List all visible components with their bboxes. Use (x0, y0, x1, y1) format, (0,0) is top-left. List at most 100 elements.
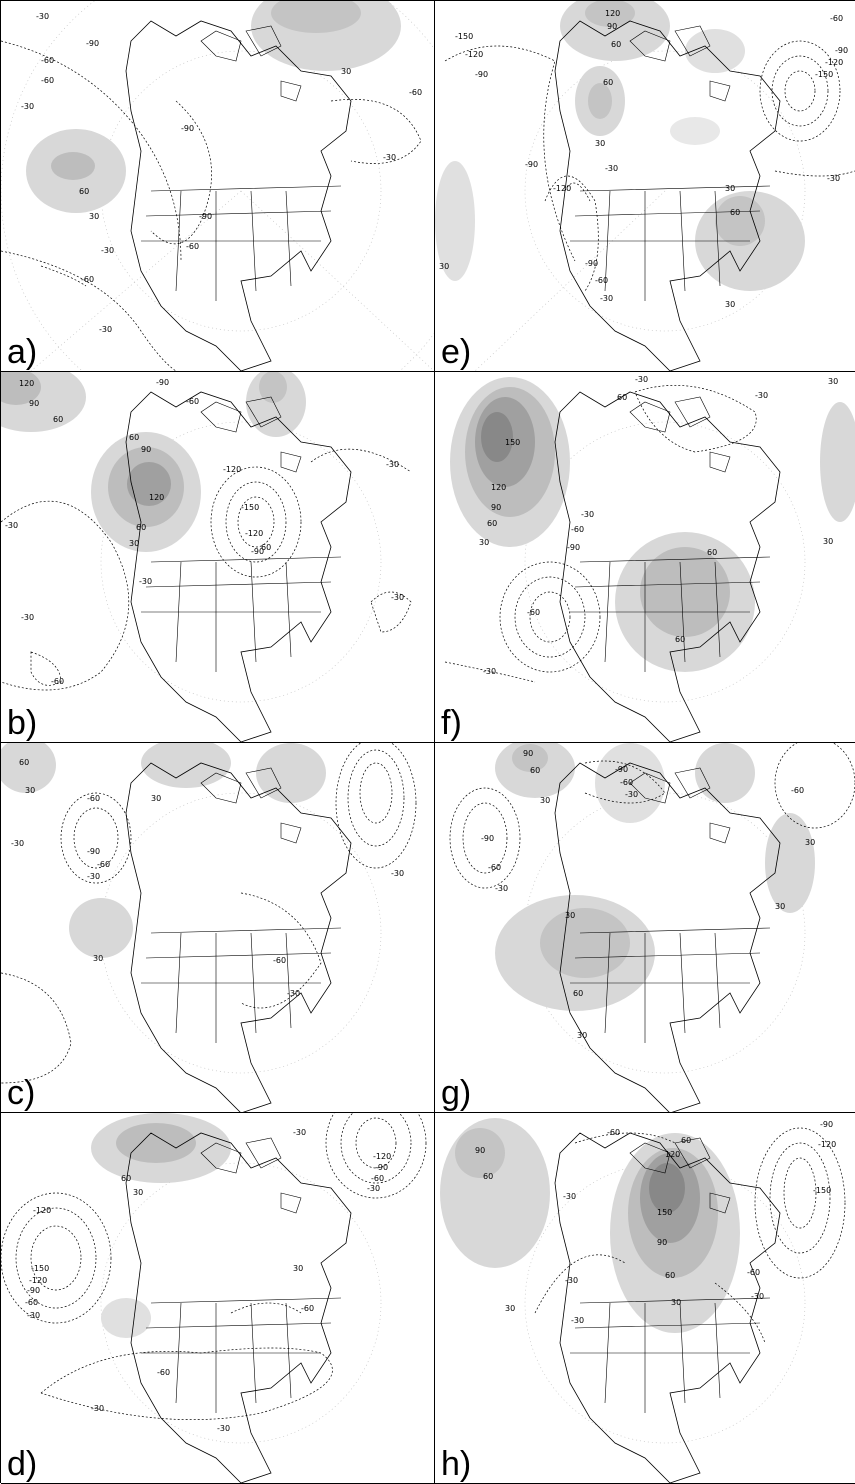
contour-label: -90 (567, 543, 580, 552)
contour-label: -90 (27, 1286, 40, 1295)
contour-label: -30 (383, 153, 396, 162)
contour-label: 30 (293, 1264, 303, 1273)
contour-label: -60 (157, 1368, 170, 1377)
contour-label: 30 (671, 1298, 681, 1307)
contour-label: 60 (136, 523, 146, 532)
contour-label: -90 (86, 39, 99, 48)
contour-label: -30 (605, 164, 618, 173)
contour-label: 150 (505, 438, 520, 447)
contour-label: 30 (93, 954, 103, 963)
contour-label: -30 (101, 246, 114, 255)
contour-label: 60 (487, 519, 497, 528)
map-panel-b: -90 -60 120 90 60 60 90 120 60 30 -120 -… (1, 372, 435, 743)
contour-label: 90 (657, 1238, 667, 1247)
map-c-svg: 60 30 -30 -60 -90 -60 -30 30 -30 30 -60 … (1, 743, 417, 1112)
contour-label: -30 (367, 1184, 380, 1193)
contour-labels-h: 90 60 -60 -30 60 120 150 90 60 30 30 -30… (475, 1120, 836, 1325)
contour-label: 30 (805, 838, 815, 847)
contour-label: 30 (151, 794, 161, 803)
contour-label: -120 (223, 465, 241, 474)
contour-label: 30 (129, 539, 139, 548)
contour-label: -150 (31, 1264, 49, 1273)
contour-label: -120 (465, 50, 483, 59)
contour-labels-f: -30 60 -30 30 150 120 90 60 30 -30 -60 -… (479, 375, 838, 676)
contour-label: -30 (11, 839, 24, 848)
contour-label: -60 (41, 56, 54, 65)
contour-label: 120 (605, 9, 620, 18)
contour-label: -30 (483, 667, 496, 676)
contour-label: -30 (386, 460, 399, 469)
contour-label: 60 (730, 208, 740, 217)
contour-label: 60 (573, 989, 583, 998)
contour-label: -60 (488, 863, 501, 872)
contour-label: -30 (581, 510, 594, 519)
map-panel-f: -30 60 -30 30 150 120 90 60 30 -30 -60 -… (435, 372, 855, 743)
contour-label: 60 (129, 433, 139, 442)
contour-label: -30 (495, 884, 508, 893)
contour-label: -60 (97, 860, 110, 869)
map-panel-h: 90 60 -60 -30 60 120 150 90 60 30 30 -30… (435, 1113, 855, 1484)
contour-label: 60 (611, 40, 621, 49)
contour-label: -90 (156, 378, 169, 387)
contour-label: -30 (293, 1128, 306, 1137)
contour-label: -150 (813, 1186, 831, 1195)
contour-label: -120 (818, 1140, 836, 1149)
panel-label-d: d) (7, 1445, 38, 1483)
contour-label: -60 (607, 1128, 620, 1137)
contour-label: 90 (29, 399, 39, 408)
map-d-svg: -120 -150 -120 -90 -60 -30 60 30 -120 -9… (1, 1113, 427, 1483)
contour-label: -60 (186, 242, 199, 251)
contour-label: 60 (665, 1271, 675, 1280)
contour-label: 150 (657, 1208, 672, 1217)
contour-label: 90 (141, 445, 151, 454)
contour-label: 30 (823, 537, 833, 546)
contour-label: -90 (525, 160, 538, 169)
contour-label: -30 (5, 521, 18, 530)
panel-label-c: c) (7, 1074, 36, 1112)
contour-label: -90 (835, 46, 848, 55)
contour-label: -30 (563, 1192, 576, 1201)
contour-label: -60 (301, 1304, 314, 1313)
contour-label: -30 (217, 1424, 230, 1433)
contour-label: -30 (27, 1311, 40, 1320)
contour-label: -90 (181, 124, 194, 133)
contour-label: 30 (595, 139, 605, 148)
contour-label: -120 (33, 1206, 51, 1215)
contour-label: 60 (617, 393, 627, 402)
contour-labels-b: -90 -60 120 90 60 60 90 120 60 30 -120 -… (5, 378, 404, 686)
map-panel-d: -120 -150 -120 -90 -60 -30 60 30 -120 -9… (1, 1113, 435, 1484)
contour-label: 60 (675, 635, 685, 644)
contour-label: -150 (455, 32, 473, 41)
contour-label: -60 (620, 778, 633, 787)
contour-labels-d: -120 -150 -120 -90 -60 -30 60 30 -120 -9… (25, 1128, 391, 1433)
contour-label: -30 (287, 989, 300, 998)
contour-label: -90 (87, 847, 100, 856)
contour-label: -60 (791, 786, 804, 795)
contour-labels-c: 60 30 -30 -60 -90 -60 -30 30 -30 30 -60 … (11, 758, 404, 998)
contour-label: -30 (755, 391, 768, 400)
map-panel-c: 60 30 -30 -60 -90 -60 -30 30 -30 30 -60 … (1, 743, 435, 1113)
contour-label: 30 (577, 1031, 587, 1040)
contour-label: -30 (391, 869, 404, 878)
contour-label: 60 (530, 766, 540, 775)
map-h-svg: 90 60 -60 -30 60 120 150 90 60 30 30 -30… (440, 1118, 846, 1483)
contour-label: -120 (373, 1152, 391, 1161)
map-a-svg: -30 -90 -60 -60 -30 -90 60 30 -90 -30 -6… (1, 1, 434, 371)
contour-label: -30 (600, 294, 613, 303)
map-b-svg: -90 -60 120 90 60 60 90 120 60 30 -120 -… (1, 372, 412, 742)
contour-label: 90 (607, 22, 617, 31)
contour-label: 120 (665, 1150, 680, 1159)
contour-label: 90 (491, 503, 501, 512)
contour-label: -30 (21, 613, 34, 622)
contour-label: 60 (681, 1136, 691, 1145)
contour-labels-e: 120 90 -150 -120 -90 60 60 30 -30 -60 -9… (439, 9, 848, 309)
contour-label: 120 (491, 483, 506, 492)
contour-label: -120 (825, 58, 843, 67)
contour-label: -30 (139, 577, 152, 586)
contour-label: -60 (81, 275, 94, 284)
contour-label: -60 (51, 677, 64, 686)
contour-label: -120 (29, 1276, 47, 1285)
contour-label: -30 (635, 375, 648, 384)
contour-label: -60 (571, 525, 584, 534)
